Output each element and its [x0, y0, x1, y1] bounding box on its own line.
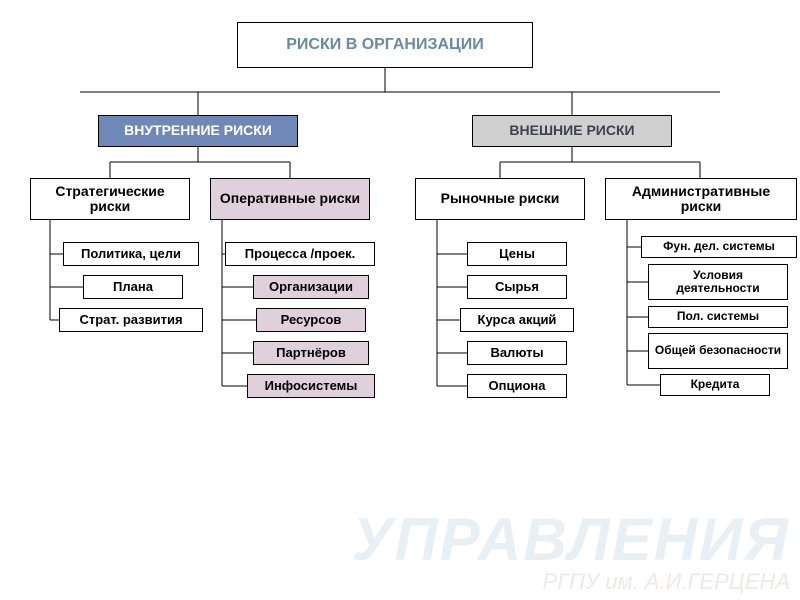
node-m4: Валюты [467, 341, 567, 365]
node-s1: Политика, цели [63, 242, 199, 266]
node-s3: Страт. развития [59, 308, 203, 332]
node-o5: Инфосистемы [247, 374, 375, 398]
node-a2: Условия деятельности [648, 264, 788, 300]
watermark-bottom: РГПУ им. А.И.ГЕРЦЕНА [543, 569, 790, 595]
node-m5: Опциона [467, 374, 567, 398]
node-a4: Общей безопасности [648, 333, 788, 369]
node-a5: Кредита [660, 374, 770, 396]
node-o3: Ресурсов [256, 308, 366, 332]
node-a1: Фун. дел. системы [641, 236, 797, 258]
node-s2: Плана [83, 275, 183, 299]
node-strategic: Стратегические риски [30, 178, 190, 220]
node-operative: Оперативные риски [210, 178, 370, 220]
node-a3: Пол. системы [648, 306, 788, 328]
node-market: Рыночные риски [415, 178, 585, 220]
node-external: ВНЕШНИЕ РИСКИ [472, 115, 672, 147]
node-root: РИСКИ В ОРГАНИЗАЦИИ [237, 22, 533, 68]
node-o1: Процесса /проек. [225, 242, 375, 266]
node-admin: Административные риски [605, 178, 797, 220]
node-m2: Сырья [467, 275, 567, 299]
node-internal: ВНУТРЕННИЕ РИСКИ [98, 115, 298, 147]
node-m1: Цены [467, 242, 567, 266]
node-m3: Курса акций [460, 308, 574, 332]
node-o4: Партнёров [253, 341, 369, 365]
node-o2: Организации [253, 275, 369, 299]
watermark-top: УПРАВЛЕНИЯ [352, 510, 790, 570]
